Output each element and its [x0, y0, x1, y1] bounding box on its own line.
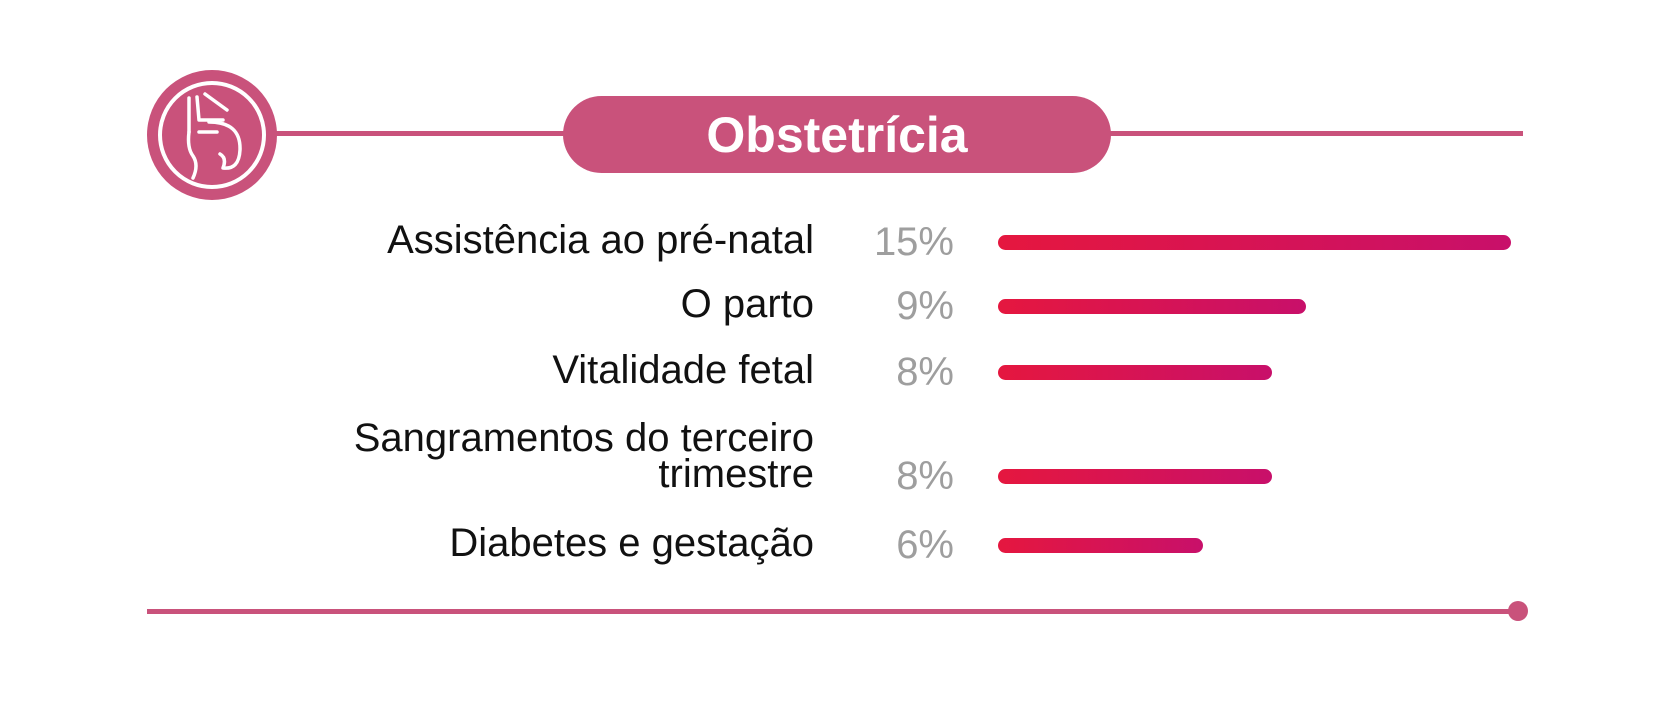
category-label: Assistência ao pré-natal — [387, 218, 814, 262]
chart-title: Obstetrícia — [563, 96, 1111, 173]
bar — [998, 469, 1272, 484]
pregnancy-icon — [147, 70, 277, 200]
category-label-line: O parto — [680, 282, 814, 326]
category-label-line: Assistência ao pré-natal — [387, 218, 814, 262]
top-rule-right — [1100, 131, 1523, 136]
category-label: Vitalidade fetal — [552, 348, 814, 392]
bar — [998, 235, 1511, 250]
value-label: 9% — [896, 284, 954, 328]
category-label-line: Vitalidade fetal — [552, 348, 814, 392]
bottom-rule-end-dot — [1508, 601, 1528, 621]
category-label: O parto — [680, 282, 814, 326]
category-label: Diabetes e gestação — [449, 521, 814, 565]
category-label: Sangramentos do terceiro trimestre — [353, 416, 814, 496]
bar — [998, 538, 1203, 553]
category-label-line: Diabetes e gestação — [449, 521, 814, 565]
category-label-line: Sangramentos do terceiro — [353, 416, 814, 460]
category-label-line: trimestre — [658, 452, 814, 496]
value-label: 15% — [873, 220, 954, 264]
top-rule-left — [273, 131, 573, 136]
bar — [998, 299, 1306, 314]
value-label: 6% — [896, 523, 954, 567]
bottom-rule — [147, 609, 1515, 614]
value-label: 8% — [896, 350, 954, 394]
value-label: 8% — [896, 454, 954, 498]
bar — [998, 365, 1272, 380]
